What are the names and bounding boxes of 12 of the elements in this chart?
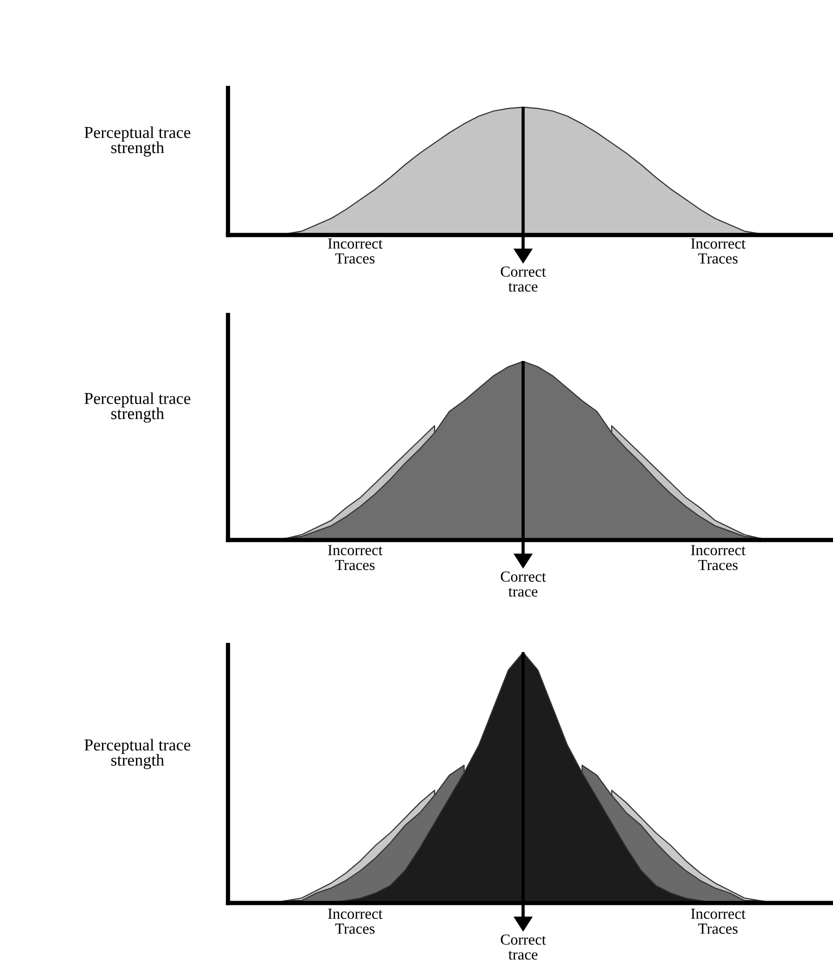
text: Incorrect Traces bbox=[328, 238, 383, 264]
y-axis-title: Perceptual trace strength bbox=[84, 392, 190, 423]
text: Incorrect Traces bbox=[691, 908, 746, 934]
text: Incorrect Traces bbox=[691, 545, 746, 570]
text: Incorrect Traces bbox=[691, 238, 746, 264]
text: Incorrect Traces bbox=[328, 545, 383, 570]
text: Correct trace bbox=[500, 934, 546, 960]
text: Correct trace bbox=[500, 571, 546, 597]
y-axis-title: Perceptual trace strength bbox=[84, 126, 190, 157]
text: Incorrect Traces bbox=[328, 908, 383, 934]
text: Correct trace bbox=[500, 266, 546, 292]
y-axis-title: Perceptual trace strength bbox=[84, 738, 190, 770]
